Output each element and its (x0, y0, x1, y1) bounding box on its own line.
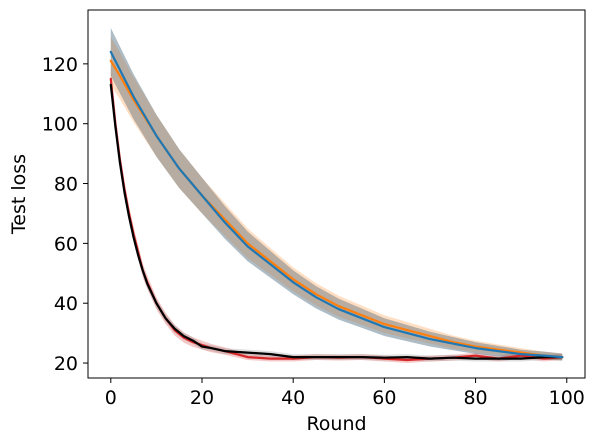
y-tick-label: 120 (42, 54, 78, 76)
y-tick-label: 80 (54, 174, 78, 196)
x-tick-label: 0 (105, 387, 117, 409)
y-axis-label: Test loss (8, 154, 30, 235)
y-tick-label: 60 (54, 233, 78, 255)
series-1-band (110, 36, 563, 361)
x-tick-label: 20 (190, 387, 214, 409)
y-tick-label: 100 (42, 114, 78, 136)
x-axis-label: Round (306, 413, 366, 435)
series-3-band (110, 78, 563, 362)
series-0-line (109, 50, 564, 359)
series-lines (109, 50, 564, 362)
plot-frame (87, 9, 586, 379)
y-tick-label: 20 (54, 353, 78, 375)
x-tick-label: 100 (549, 387, 585, 409)
x-tick-label: 80 (463, 387, 487, 409)
series-2-band (110, 69, 563, 364)
series-4-band (110, 28, 563, 361)
x-axis-ticks: 0 20 40 60 80 100 (105, 378, 585, 409)
x-tick-label: 40 (281, 387, 305, 409)
y-axis-ticks: 20 40 60 80 100 120 (42, 54, 88, 375)
y-tick-label: 40 (54, 293, 78, 315)
x-tick-label: 60 (372, 387, 396, 409)
series-3-line (109, 83, 564, 360)
confidence-bands (110, 28, 563, 364)
